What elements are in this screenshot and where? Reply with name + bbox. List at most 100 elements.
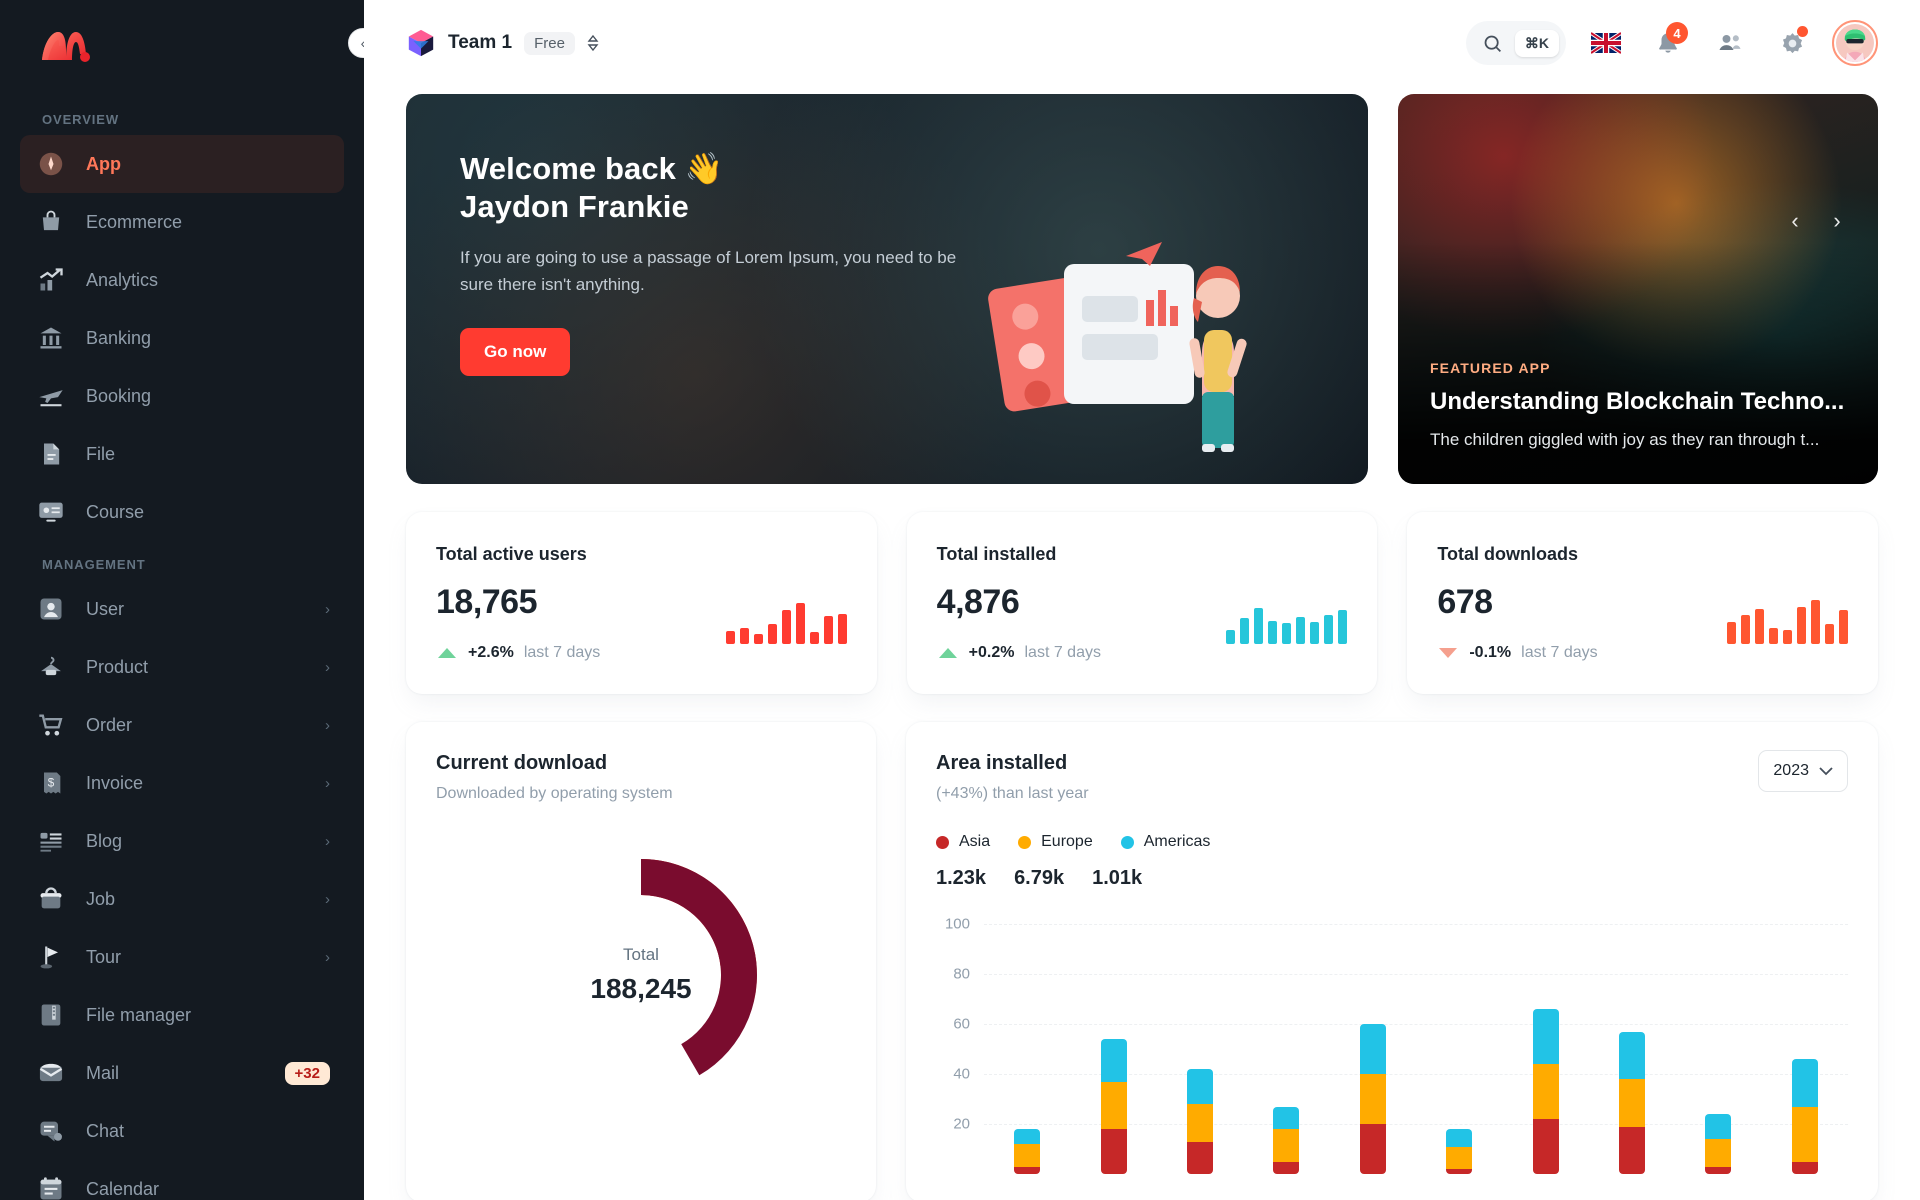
sidebar-item-product[interactable]: Product › <box>20 638 344 696</box>
section-title-overview: OVERVIEW <box>42 112 120 127</box>
bar-apr[interactable] <box>1273 1106 1300 1174</box>
spark-bar <box>823 616 833 644</box>
sidebar-item-blog[interactable]: Blog › <box>20 812 344 870</box>
dashboard-icon <box>34 147 68 181</box>
bar-segment-americas <box>1791 1059 1818 1107</box>
spark-bar <box>1324 615 1334 644</box>
sidebar-item-mail[interactable]: Mail +32 <box>20 1044 344 1102</box>
chevron-right-icon: › <box>325 948 330 966</box>
bar-jun[interactable] <box>1446 1129 1473 1174</box>
donut-center-label: Total 188,245 <box>590 945 691 1005</box>
legend-item-americas[interactable]: Americas <box>1120 833 1211 851</box>
cart-icon <box>34 708 68 742</box>
bar-segment-asia <box>1014 1166 1041 1174</box>
bar-segment-asia <box>1273 1161 1300 1174</box>
go-now-button[interactable]: Go now <box>460 328 571 376</box>
mail-icon <box>34 1056 68 1090</box>
featured-gradient-overlay <box>1398 242 1878 484</box>
stat-value: 4,876 <box>936 583 1020 621</box>
chevron-right-icon: › <box>325 890 330 908</box>
sidebar-collapse-button[interactable]: ‹ <box>348 28 364 58</box>
bar-jan[interactable] <box>1014 1129 1041 1174</box>
stats-row: Total active users 18,765 +2.6% last 7 d… <box>406 512 1879 694</box>
bar-segment-europe <box>1014 1144 1041 1167</box>
trend-up-icon <box>436 642 458 664</box>
chevron-right-icon: › <box>325 774 330 792</box>
featured-app-card[interactable]: ‹ › FEATURED APP Understanding Blockchai… <box>1398 94 1878 484</box>
sidebar-item-tour[interactable]: Tour › <box>20 928 344 986</box>
welcome-illustration <box>988 242 1247 452</box>
sidebar-item-banking[interactable]: Banking <box>20 309 344 367</box>
bar-segment-europe <box>1359 1074 1386 1124</box>
sidebar-item-job[interactable]: Job › <box>20 870 344 928</box>
sidebar-item-course[interactable]: Course <box>20 483 344 541</box>
minimal-logo-icon <box>42 32 90 62</box>
stat-trend: +0.2% last 7 days <box>937 642 1348 664</box>
gear-icon <box>1782 32 1802 53</box>
legend-item-europe[interactable]: Europe <box>1018 833 1093 851</box>
spark-bar <box>1254 608 1264 644</box>
carousel-prev-button[interactable]: ‹ <box>1791 208 1799 233</box>
gridline-80 <box>984 974 1848 975</box>
team-switcher[interactable]: Team 1 Free <box>406 28 599 58</box>
spark-bar <box>753 633 763 644</box>
year-select[interactable]: 2023 <box>1758 750 1848 792</box>
bar-mar[interactable] <box>1186 1069 1213 1174</box>
sidebar-item-order[interactable]: Order › <box>20 696 344 754</box>
donut-segment-android[interactable] <box>641 859 757 1076</box>
bar-segment-americas <box>1618 1031 1645 1079</box>
welcome-description: If you are going to use a passage of Lor… <box>460 247 957 294</box>
stat-title: Total installed <box>936 544 1057 564</box>
bar-aug[interactable] <box>1618 1031 1645 1174</box>
sidebar-item-invoice[interactable]: $ Invoice › <box>20 754 344 812</box>
avatar[interactable] <box>1832 20 1878 66</box>
spark-bar <box>739 627 749 644</box>
user-icon <box>34 592 68 626</box>
sidebar-label-file: File <box>86 443 116 464</box>
sidebar-label-product: Product <box>86 656 149 677</box>
chart-plot-area <box>984 924 1848 1174</box>
sparkline-chart <box>725 586 847 644</box>
app-logo[interactable] <box>20 0 344 96</box>
file-icon <box>34 437 68 471</box>
sidebar-label-chat: Chat <box>86 1120 125 1141</box>
donut-chart: Total 188,245 <box>436 839 846 1111</box>
welcome-banner: Welcome back 👋 Jaydon Frankie If you are… <box>406 94 1368 484</box>
sidebar-item-file[interactable]: File <box>20 425 344 483</box>
search-button[interactable]: ⌘K <box>1465 21 1566 65</box>
bar-feb[interactable] <box>1100 1039 1127 1174</box>
legend-label-americas: Americas <box>1143 833 1211 850</box>
bar-jul[interactable] <box>1532 1009 1559 1174</box>
contacts-button[interactable] <box>1708 21 1752 65</box>
chart-legend: Asia Europe Americas <box>936 833 1848 851</box>
spark-bar <box>781 610 791 644</box>
sidebar-item-user[interactable]: User › <box>20 580 344 638</box>
sidebar-label-mail: Mail <box>86 1062 120 1083</box>
bar-segment-asia <box>1705 1166 1732 1174</box>
sidebar-item-chat[interactable]: Chat <box>20 1102 344 1160</box>
sidebar-item-calendar[interactable]: Calendar <box>20 1160 344 1200</box>
notifications-button[interactable]: 4 <box>1646 21 1690 65</box>
carousel-next-button[interactable]: › <box>1833 208 1841 233</box>
welcome-username: Jaydon Frankie <box>460 188 689 224</box>
sidebar-item-file-manager[interactable]: File manager <box>20 986 344 1044</box>
bar-sep[interactable] <box>1705 1114 1732 1174</box>
legend-item-asia[interactable]: Asia <box>936 833 990 851</box>
settings-button[interactable] <box>1770 21 1814 65</box>
stat-trend: +2.6% last 7 days <box>436 642 847 664</box>
trend-down-icon <box>1437 642 1459 664</box>
file-manager-icon <box>34 998 68 1032</box>
gridline-100 <box>984 924 1848 925</box>
chevron-right-icon: › <box>325 600 330 618</box>
donut-svg <box>641 859 757 1076</box>
sidebar-item-analytics[interactable]: Analytics <box>20 251 344 309</box>
sidebar-item-booking[interactable]: Booking <box>20 367 344 425</box>
sidebar-label-file-manager: File manager <box>86 1004 192 1025</box>
sidebar-label-tour: Tour <box>86 946 122 967</box>
sidebar-label-calendar: Calendar <box>86 1178 160 1199</box>
language-button[interactable] <box>1584 21 1628 65</box>
sidebar-item-ecommerce[interactable]: Ecommerce <box>20 193 344 251</box>
sidebar-item-app[interactable]: App <box>20 135 344 193</box>
bar-may[interactable] <box>1359 1024 1386 1174</box>
bar-oct[interactable] <box>1791 1059 1818 1174</box>
